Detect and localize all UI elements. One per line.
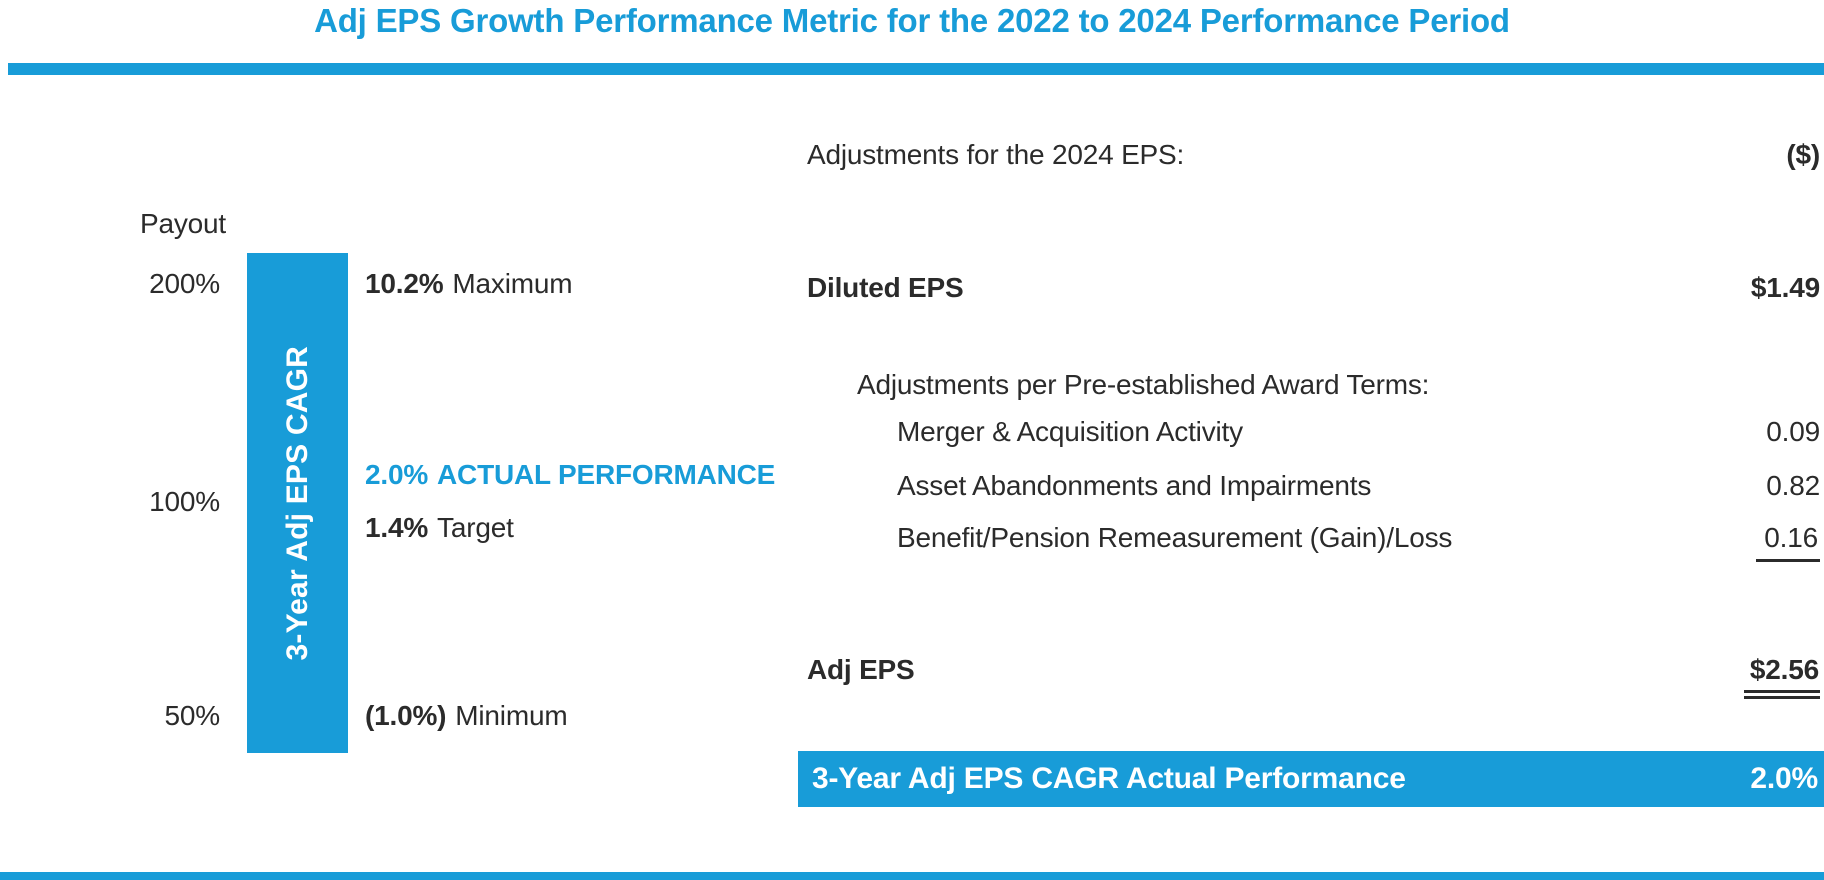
row-label: Adjustments per Pre-established Award Te… bbox=[857, 369, 1430, 400]
bottom-rule bbox=[0, 872, 1824, 880]
row-value: 0.09 bbox=[1766, 416, 1820, 447]
marker-actual-label: ACTUAL PERFORMANCE bbox=[437, 459, 776, 490]
table-row-benefit-pension: Benefit/Pension Remeasurement (Gain)/Los… bbox=[790, 520, 1820, 562]
marker-maximum-label: Maximum bbox=[452, 268, 573, 299]
row-value: $2.56 bbox=[1743, 652, 1820, 699]
table-row-merger-acquisition: Merger & Acquisition Activity 0.09 bbox=[790, 414, 1820, 450]
payout-axis-label: Payout bbox=[140, 208, 226, 239]
actual-performance-banner: 3-Year Adj EPS CAGR Actual Performance 2… bbox=[798, 751, 1824, 807]
cagr-scale-bar: 3-Year Adj EPS CAGR bbox=[247, 253, 348, 753]
payout-tick-50: 50% bbox=[164, 700, 221, 731]
banner-label: 3-Year Adj EPS CAGR Actual Performance bbox=[812, 762, 1406, 795]
row-label: Diluted EPS bbox=[807, 272, 964, 303]
marker-maximum-value: 10.2% bbox=[365, 268, 444, 299]
title-divider-rule bbox=[8, 63, 1824, 75]
marker-target-value: 1.4% bbox=[365, 512, 429, 543]
table-row-asset-abandonments: Asset Abandonments and Impairments 0.82 bbox=[790, 468, 1820, 504]
table-row-adj-eps: Adj EPS $2.56 bbox=[790, 652, 1820, 699]
row-value: $1.49 bbox=[1750, 272, 1820, 303]
row-value: 0.16 bbox=[1756, 520, 1820, 562]
marker-minimum-value: (1.0%) bbox=[365, 700, 447, 731]
marker-target-label: Target bbox=[437, 512, 514, 543]
table-header-label: Adjustments for the 2024 EPS: bbox=[807, 139, 1185, 170]
table-header-row: Adjustments for the 2024 EPS: ($) bbox=[790, 137, 1820, 173]
row-label: Benefit/Pension Remeasurement (Gain)/Los… bbox=[897, 522, 1453, 553]
marker-target: 1.4% Target bbox=[365, 510, 514, 546]
marker-actual-performance: 2.0% ACTUAL PERFORMANCE bbox=[365, 457, 775, 493]
marker-minimum: (1.0%) Minimum bbox=[365, 698, 568, 734]
payout-tick-200: 200% bbox=[149, 268, 220, 299]
marker-actual-value: 2.0% bbox=[365, 459, 429, 490]
marker-maximum: 10.2% Maximum bbox=[365, 266, 573, 302]
marker-minimum-label: Minimum bbox=[455, 700, 568, 731]
row-value: 0.82 bbox=[1766, 470, 1820, 501]
table-unit-header: ($) bbox=[1786, 139, 1820, 170]
table-row-award-terms: Adjustments per Pre-established Award Te… bbox=[790, 367, 1820, 403]
row-label: Adj EPS bbox=[807, 654, 915, 685]
cagr-scale-bar-label: 3-Year Adj EPS CAGR bbox=[280, 345, 314, 661]
figure-title: Adj EPS Growth Performance Metric for th… bbox=[314, 2, 1510, 39]
banner-value: 2.0% bbox=[1750, 762, 1818, 795]
payout-tick-100: 100% bbox=[149, 486, 220, 517]
table-row-diluted-eps: Diluted EPS $1.49 bbox=[790, 270, 1820, 306]
row-label: Merger & Acquisition Activity bbox=[897, 416, 1243, 447]
row-label: Asset Abandonments and Impairments bbox=[897, 470, 1372, 501]
